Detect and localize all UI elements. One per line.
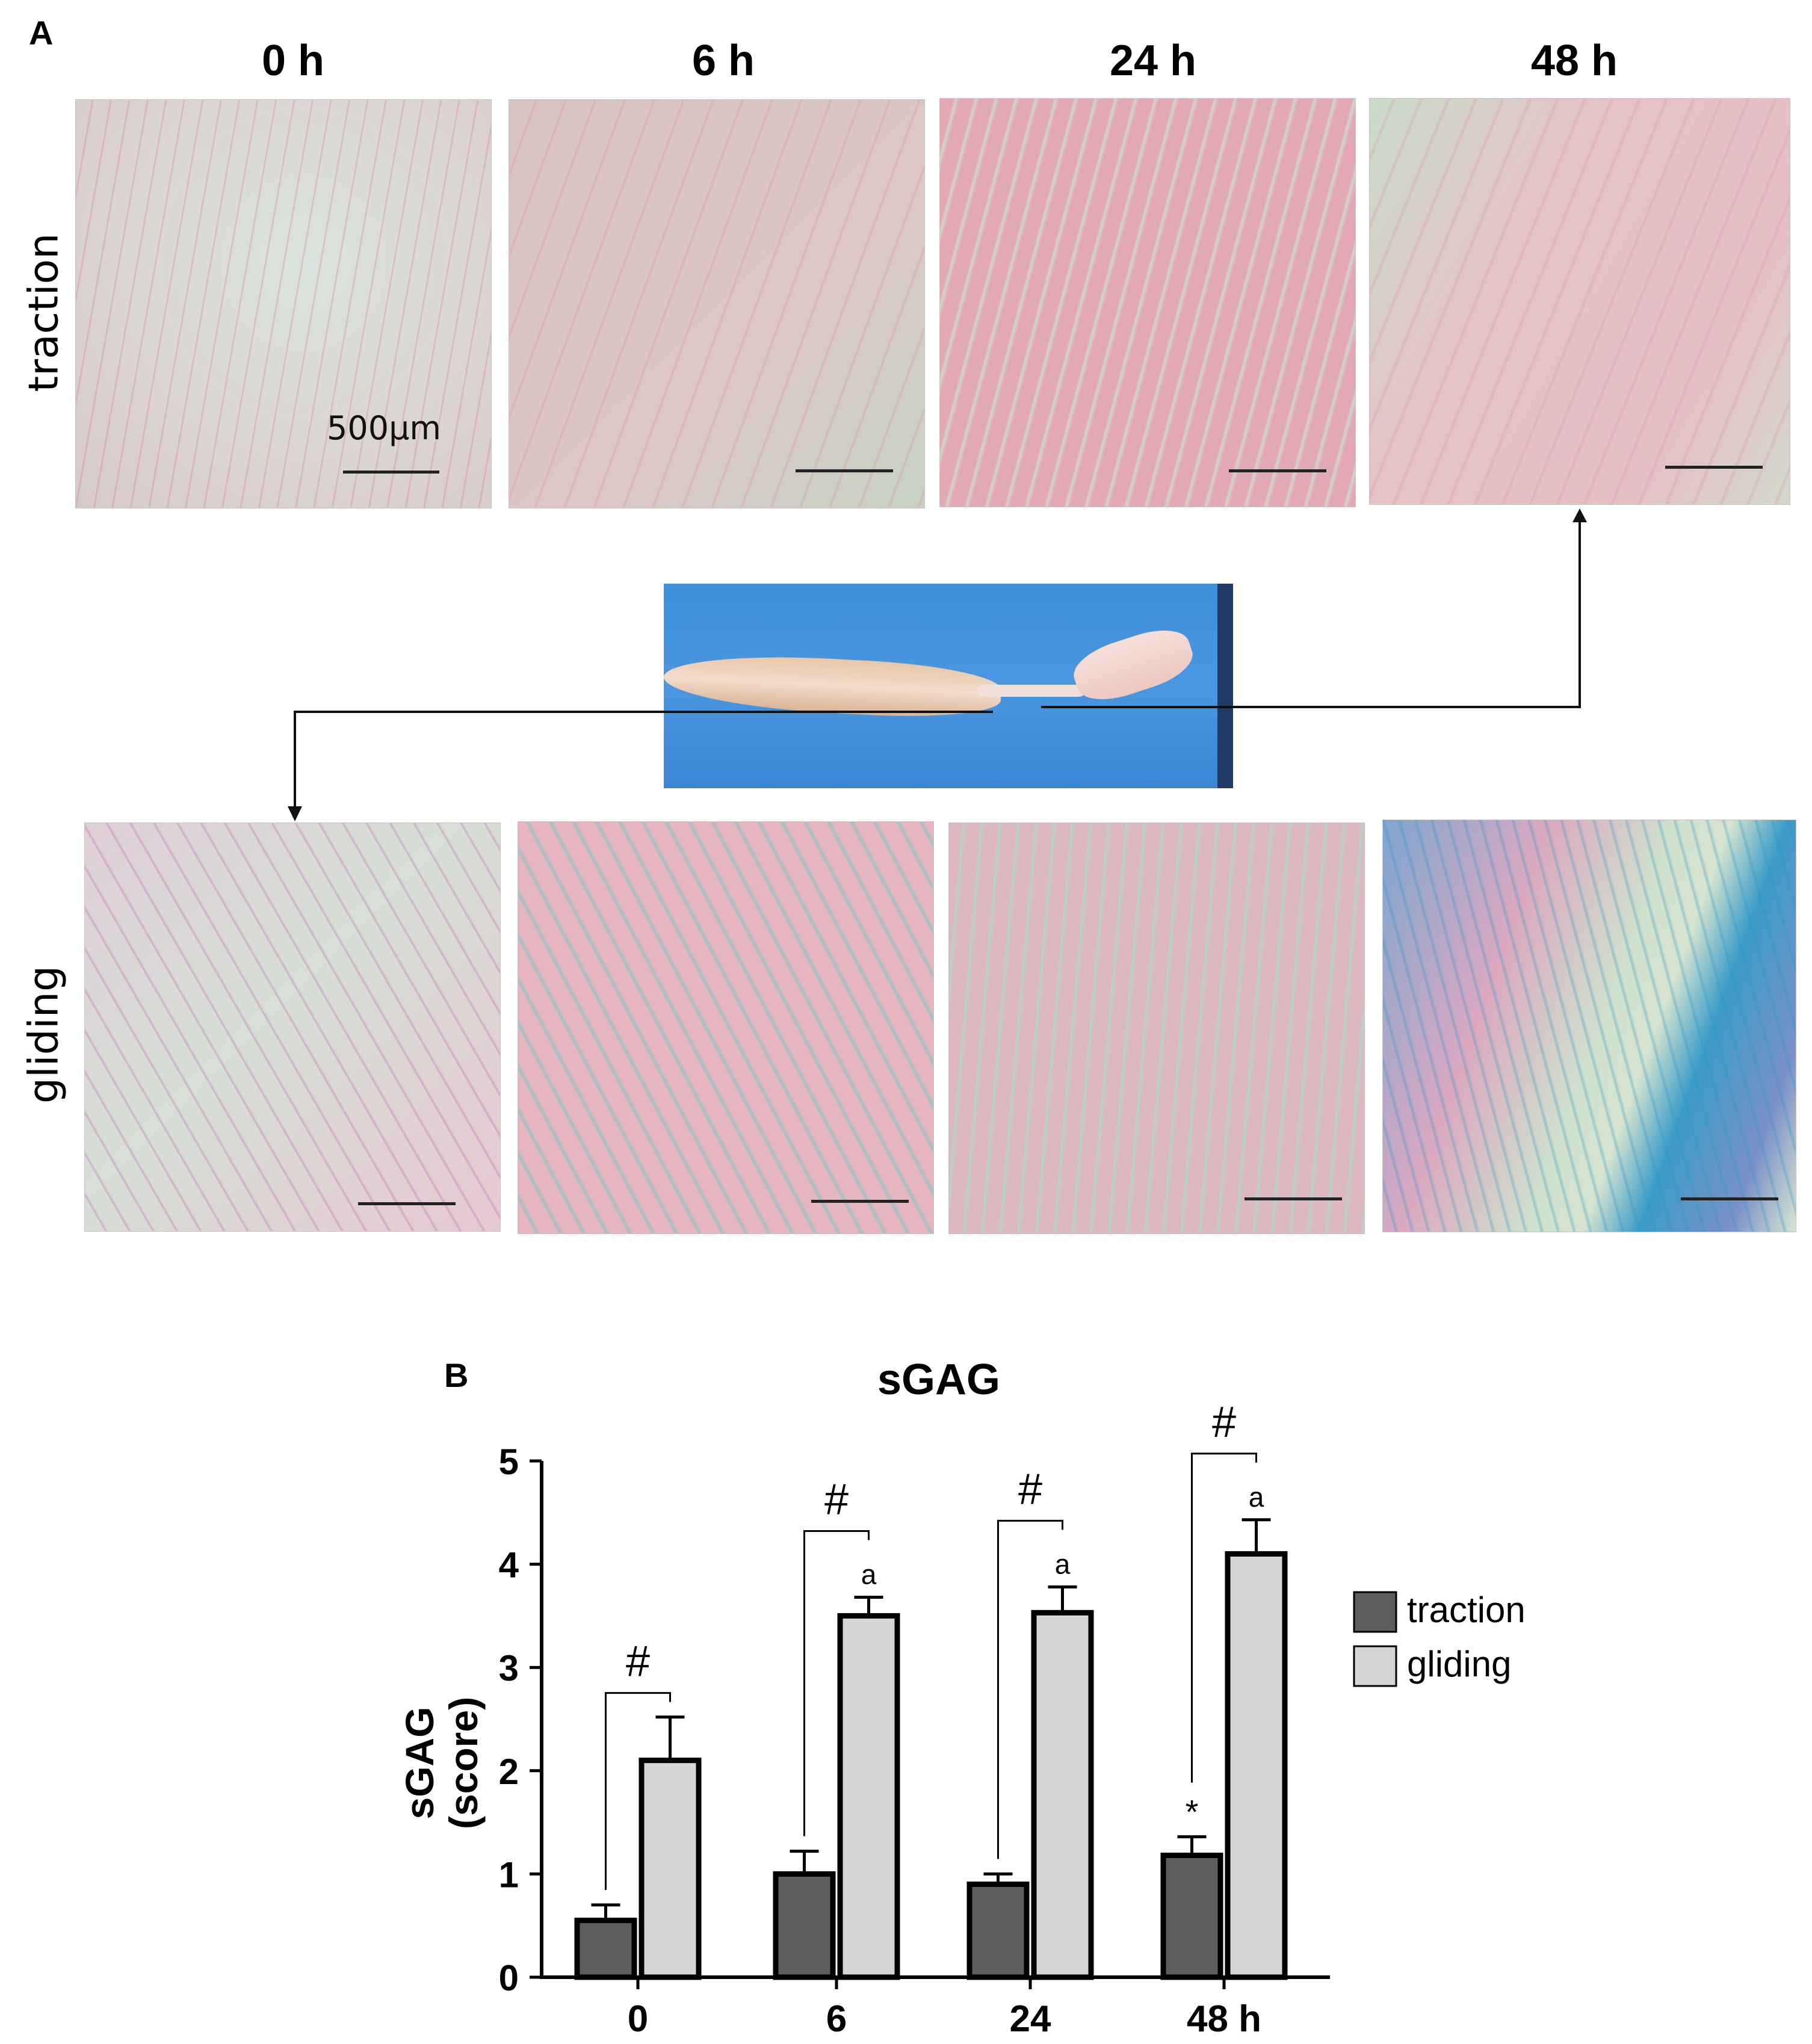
scale-bar-traction-48h bbox=[1665, 466, 1763, 469]
scale-bar-traction-6h bbox=[796, 469, 893, 472]
y-tick-label: 0 bbox=[499, 1958, 519, 1998]
significance-star: * bbox=[1186, 1793, 1199, 1831]
significance-a: a bbox=[1249, 1481, 1264, 1513]
chart-title: sGAG bbox=[877, 1356, 1000, 1404]
legend: traction gliding bbox=[1353, 1590, 1526, 1687]
micrograph-gliding-0h bbox=[84, 823, 501, 1232]
x-ticks: 0 6 24 48 h bbox=[628, 1977, 1261, 2040]
comparison-bracket bbox=[803, 1530, 870, 1836]
micrograph-traction-6h bbox=[509, 99, 925, 508]
bar-gliding bbox=[639, 1758, 702, 1980]
significance-a: a bbox=[1055, 1548, 1071, 1579]
arrow-to-traction-48h bbox=[1041, 517, 1581, 708]
bar-traction bbox=[1160, 1853, 1223, 1980]
col-header-6h: 6 h bbox=[691, 37, 755, 85]
arrowhead-up bbox=[1572, 508, 1587, 522]
bar-gliding bbox=[837, 1613, 900, 1980]
comparison-bracket bbox=[605, 1692, 671, 1890]
arrow-to-gliding-0h bbox=[294, 711, 993, 809]
y-tick-label: 5 bbox=[499, 1442, 519, 1482]
col-header-24h: 24 h bbox=[1109, 37, 1197, 85]
micrograph-gliding-24h bbox=[948, 823, 1365, 1234]
micrograph-traction-48h bbox=[1369, 98, 1790, 505]
scale-bar-gliding-48h bbox=[1681, 1197, 1778, 1200]
legend-label-gliding: gliding bbox=[1407, 1644, 1511, 1684]
scale-bar-label: 500µm bbox=[327, 409, 442, 447]
scale-bar-gliding-6h bbox=[811, 1200, 909, 1203]
photo-dark-edge bbox=[1217, 584, 1233, 788]
comparison-hash: # bbox=[824, 1476, 849, 1524]
bars: # a # a # a * # bbox=[574, 1398, 1288, 1980]
legend-swatch-gliding bbox=[1353, 1645, 1397, 1687]
panel-b-letter: B bbox=[444, 1356, 469, 1394]
comparison-hash: # bbox=[626, 1638, 650, 1686]
y-tick-label: 1 bbox=[499, 1854, 519, 1895]
scale-bar-traction-0h bbox=[343, 471, 439, 474]
comparison-hash: # bbox=[1018, 1465, 1042, 1513]
bar-gliding bbox=[1225, 1551, 1288, 1980]
scale-bar-gliding-24h bbox=[1245, 1197, 1342, 1200]
micrograph-traction-0h bbox=[75, 99, 492, 508]
comparison-bracket bbox=[1191, 1453, 1257, 1783]
scale-bar-traction-24h bbox=[1229, 469, 1326, 472]
comparison-bracket bbox=[997, 1519, 1063, 1859]
bar-gliding bbox=[1031, 1610, 1094, 1980]
x-tick-label: 48 h bbox=[1187, 1998, 1261, 2040]
arrowhead-down bbox=[288, 806, 302, 821]
scale-bar-gliding-0h bbox=[358, 1202, 456, 1205]
legend-swatch-traction bbox=[1353, 1591, 1397, 1633]
col-header-0h: 0 h bbox=[261, 37, 325, 85]
comparison-hash: # bbox=[1212, 1398, 1236, 1447]
micrograph-traction-24h bbox=[939, 98, 1356, 507]
bar-traction bbox=[773, 1871, 836, 1980]
legend-label-traction: traction bbox=[1407, 1590, 1526, 1630]
panel-a-letter: A bbox=[29, 14, 54, 52]
tendon-photo bbox=[664, 584, 1233, 788]
col-header-48h: 48 h bbox=[1530, 37, 1618, 85]
x-tick-label: 24 bbox=[1010, 1998, 1051, 2040]
tendon-thin-part bbox=[977, 685, 1085, 697]
y-axis-label-line2: (score) bbox=[441, 1697, 486, 1829]
y-tick-label: 2 bbox=[499, 1752, 519, 1792]
bar-traction bbox=[574, 1918, 637, 1980]
x-tick-label: 0 bbox=[628, 1998, 648, 2040]
bar-traction bbox=[966, 1882, 1030, 1980]
y-tick-label: 3 bbox=[499, 1648, 519, 1688]
micrograph-gliding-48h bbox=[1382, 820, 1796, 1232]
x-tick-label: 6 bbox=[826, 1998, 847, 2040]
y-axis-label-line1: sGAG bbox=[397, 1706, 442, 1819]
significance-a: a bbox=[861, 1559, 877, 1590]
y-ticks: 0 1 2 3 4 5 bbox=[499, 1442, 542, 1998]
y-tick-label: 4 bbox=[499, 1545, 519, 1585]
micrograph-gliding-6h bbox=[518, 821, 934, 1234]
